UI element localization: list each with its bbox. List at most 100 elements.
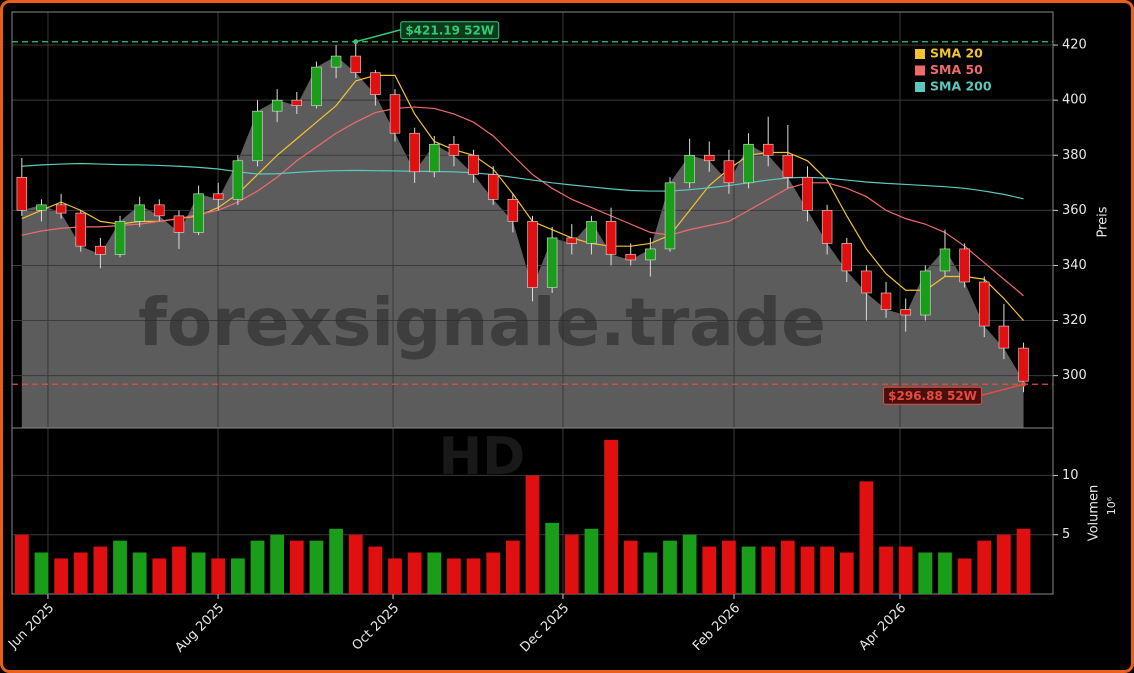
candle-body xyxy=(998,325,1010,349)
watermark-symbol: HD xyxy=(439,427,526,487)
volume-bar xyxy=(172,546,186,594)
candle-body xyxy=(900,309,911,316)
y-tick-label: 300 xyxy=(1062,368,1087,383)
volume-bar xyxy=(780,540,795,594)
annotation-arrowhead xyxy=(353,39,359,45)
candle-body xyxy=(1018,347,1029,382)
volume-bar xyxy=(54,558,68,594)
candle-body xyxy=(114,221,126,255)
volume-bar xyxy=(977,540,992,594)
candle-body xyxy=(448,143,460,156)
candle-body xyxy=(429,143,440,173)
volume-bar xyxy=(584,528,599,594)
candle-body xyxy=(370,72,381,95)
volume-bar xyxy=(722,540,736,594)
volume-bar xyxy=(505,540,520,594)
volume-bar xyxy=(368,546,383,594)
legend-swatch xyxy=(915,49,925,59)
volume-bar xyxy=(388,558,402,594)
candle-body xyxy=(566,237,577,244)
y-tick-label: 380 xyxy=(1062,148,1087,163)
candle-body xyxy=(979,281,990,327)
volume-bar xyxy=(466,558,481,594)
candle-body xyxy=(134,204,145,222)
candle-body xyxy=(959,248,970,283)
volume-bar xyxy=(800,546,815,594)
candle-body xyxy=(782,154,794,178)
volume-bar xyxy=(270,534,285,594)
volume-bar xyxy=(604,439,618,594)
candle-body xyxy=(36,204,47,211)
volume-bar xyxy=(820,546,834,594)
volume-bar xyxy=(663,540,677,594)
candle-body xyxy=(546,237,558,288)
candle-body xyxy=(173,215,185,233)
y-tick-label: 360 xyxy=(1062,203,1087,218)
candle-body xyxy=(271,99,283,112)
legend-label: SMA 50 xyxy=(930,62,983,77)
y-axis-label: Preis xyxy=(1096,206,1111,237)
volume-bar xyxy=(231,558,245,594)
candle-body xyxy=(95,245,106,255)
candle-body xyxy=(55,204,67,214)
candle-body xyxy=(802,176,813,211)
y-tick-label: 320 xyxy=(1062,313,1087,328)
annotation-label: $421.19 52W xyxy=(405,23,494,37)
candle-body xyxy=(330,55,342,68)
volume-bar xyxy=(113,540,127,594)
volume-bar xyxy=(761,546,776,594)
candle-body xyxy=(645,248,656,261)
volume-bar xyxy=(348,534,363,594)
sma-line xyxy=(21,106,1024,297)
volume-bar xyxy=(34,552,49,594)
candle-body xyxy=(861,270,872,294)
volume-bar xyxy=(997,534,1011,594)
candle-body xyxy=(625,254,636,261)
candle-body xyxy=(16,176,28,211)
legend-swatch xyxy=(915,82,925,92)
candle-body xyxy=(252,110,263,162)
legend-label: SMA 20 xyxy=(930,46,983,61)
candle-body xyxy=(291,99,303,106)
annotation-arrow xyxy=(355,29,401,43)
volume-bar xyxy=(938,552,952,594)
volume-bar xyxy=(93,546,108,594)
volume-bar xyxy=(957,558,972,594)
candle-body xyxy=(75,212,86,247)
volume-bar xyxy=(14,534,29,594)
candle-body xyxy=(939,248,951,272)
annotation-box xyxy=(400,21,500,40)
candle-body xyxy=(743,143,754,184)
annotation-box xyxy=(883,386,983,405)
candle-body xyxy=(527,221,538,288)
volume-bar xyxy=(859,481,874,594)
volume-bar xyxy=(447,558,461,594)
volume-bar xyxy=(525,475,540,594)
volume-bar xyxy=(741,546,756,594)
watermark: forexsignale.trade xyxy=(138,284,826,361)
candle-body xyxy=(468,154,479,175)
y-tick-label: 420 xyxy=(1062,38,1087,53)
y-tick-label: 10 xyxy=(1062,468,1079,483)
volume-bar xyxy=(918,552,933,594)
y-tick-label: 5 xyxy=(1062,527,1070,542)
candle-body xyxy=(350,55,361,73)
candle-body xyxy=(605,221,617,255)
candle-body xyxy=(154,204,165,217)
volume-bar xyxy=(427,552,442,594)
volume-bar xyxy=(1016,528,1031,594)
volume-bar xyxy=(702,546,717,594)
candle-body xyxy=(664,182,676,250)
candle-body xyxy=(232,160,244,200)
candle-body xyxy=(213,193,224,200)
volume-bar xyxy=(211,558,226,594)
sma-line xyxy=(21,162,1024,200)
volume-axis-label: Volumen xyxy=(1087,485,1102,542)
legend-label: SMA 200 xyxy=(930,79,992,94)
volume-bar xyxy=(839,552,854,594)
candle-body xyxy=(920,270,931,316)
candle-body xyxy=(488,174,499,200)
candle-body xyxy=(762,143,774,156)
volume-bar xyxy=(643,552,658,594)
candle-body xyxy=(880,292,892,310)
